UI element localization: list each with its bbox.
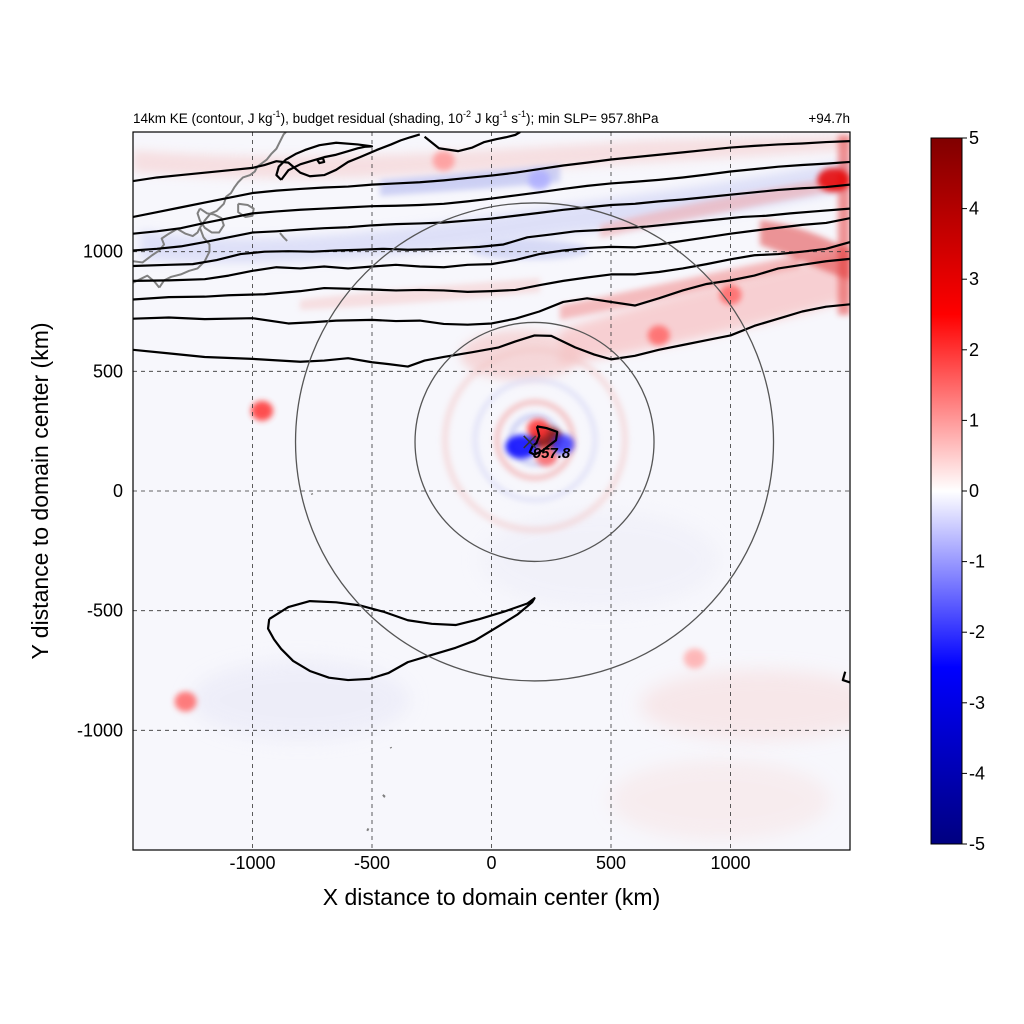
x-tick-label: -500: [354, 853, 390, 873]
x-tick-label: -1000: [229, 853, 275, 873]
title-part-1: 14km KE (contour, J kg: [133, 111, 273, 126]
storm-center: 957.8: [523, 435, 571, 462]
colorbar-tick-label: 4: [969, 199, 979, 219]
title-sup-4: -1: [518, 109, 526, 119]
x-tick-label: 500: [596, 853, 626, 873]
coastline: [196, 207, 225, 234]
x-tick-label: 1000: [710, 853, 750, 873]
title-part-3: J kg: [471, 111, 500, 126]
residual-feature: [683, 648, 706, 669]
range-circles: [294, 202, 775, 682]
residual-feature: [432, 150, 455, 171]
y-tick-label: 500: [93, 361, 123, 381]
y-tick-label: -500: [87, 601, 123, 621]
y-axis-label: Y distance to domain center (km): [27, 322, 53, 659]
colorbar-tick-label: -4: [969, 763, 985, 783]
plot-frame: [132, 131, 851, 851]
coastline: [237, 202, 255, 218]
colorbar: [930, 137, 963, 845]
residual-features: [174, 150, 850, 712]
ke-contour-line: [841, 671, 850, 684]
y-tick-label: 1000: [83, 242, 123, 262]
residual-feature: [528, 169, 551, 190]
ke-contour-line: [266, 597, 536, 682]
colorbar-tick-label: 3: [969, 269, 979, 289]
ke-contour-line: [133, 139, 850, 219]
ke-contour-line: [275, 141, 374, 181]
title-sup-2: -2: [463, 109, 471, 119]
ke-contour-line: [528, 425, 559, 456]
colorbar-tick-label: -3: [969, 693, 985, 713]
colorbar-tick-label: 0: [969, 481, 979, 501]
ke-contour-line: [423, 132, 521, 153]
title-part-2: ), budget residual (shading, 10: [281, 111, 463, 126]
range-circle: [414, 321, 655, 563]
storm-center-marker: [523, 435, 537, 449]
x-tick-label: 0: [486, 853, 496, 873]
title-part-5: ); min SLP= 957.8hPa: [526, 111, 659, 126]
x-axis-label: X distance to domain center (km): [323, 884, 660, 910]
colorbar-tick-label: 2: [969, 340, 979, 360]
colorbar-tick-label: -5: [969, 834, 985, 854]
title-sup-3: -1: [499, 109, 507, 119]
ke-contours: [133, 132, 850, 684]
title-part-4: s: [508, 111, 519, 126]
y-tick-label: 0: [113, 481, 123, 501]
ke-contour-line: [133, 133, 421, 183]
range-circle: [294, 202, 775, 682]
ke-contour-line: [133, 183, 850, 252]
ke-contour-line: [133, 217, 850, 282]
colorbar-tick-label: 1: [969, 410, 979, 430]
colorbar-tick-labels: 5 4 3 2 1 0 -1 -2 -3 -4 -5: [962, 128, 985, 854]
ke-contour-line: [133, 207, 850, 268]
coastline: [199, 132, 287, 229]
coastline: [279, 232, 288, 242]
ke-contour-line: [133, 257, 850, 326]
residual-feature: [174, 691, 197, 712]
coastline: [133, 227, 201, 264]
chart-title: 14km KE (contour, J kg-1), budget residu…: [133, 109, 659, 126]
colorbar-tick-label: -1: [969, 552, 985, 572]
residual-feature: [251, 400, 274, 421]
x-tick-labels: -1000 -500 0 500 1000: [229, 853, 750, 873]
forecast-hour-label: +94.7h: [808, 111, 850, 126]
y-tick-label: -1000: [77, 720, 123, 740]
ke-contour-line: [316, 157, 326, 165]
colorbar-tick-label: 5: [969, 128, 979, 148]
residual-feature: [552, 434, 575, 455]
ke-contour-line: [133, 160, 850, 235]
colorbar-tick-label: -2: [969, 622, 985, 642]
y-tick-labels: -1000 -500 0 500 1000: [77, 242, 123, 741]
coastline: [382, 794, 386, 798]
min-slp-label: 957.8: [533, 445, 571, 462]
coastline: [366, 828, 370, 832]
residual-feature: [647, 325, 670, 346]
ke-contour-line: [133, 241, 850, 301]
title-sup-1: -1: [273, 109, 281, 119]
ke-contour-line: [133, 303, 850, 368]
